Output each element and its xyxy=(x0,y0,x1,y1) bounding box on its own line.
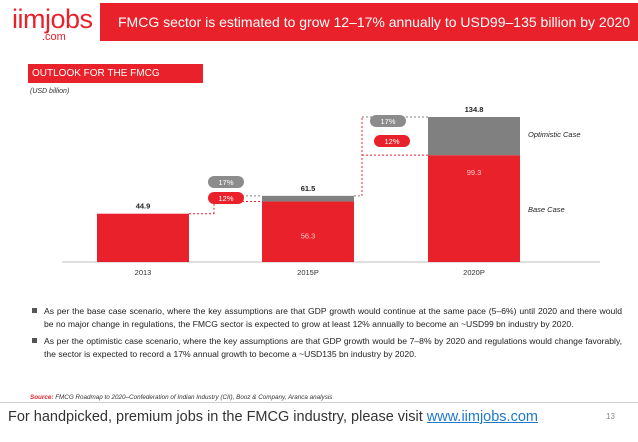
badge-optimistic-2-pill xyxy=(370,115,406,127)
slide-title: FMCG sector is estimated to grow 12–17% … xyxy=(100,3,638,41)
bar-base-2015P xyxy=(262,201,354,262)
bullet-square-icon xyxy=(32,338,37,343)
total-label-2013: 44.9 xyxy=(136,202,151,211)
page-number: 13 xyxy=(606,412,615,421)
bar-optimistic-2015P xyxy=(262,195,354,202)
bullet-list: As per the base case scenario, where the… xyxy=(30,305,622,365)
badge-base-2-pill xyxy=(374,135,410,147)
footer-text: For handpicked, premium jobs in the FMCG… xyxy=(8,409,427,425)
category-label-2013: 2013 xyxy=(135,268,152,277)
source-text: FMCG Roadmap to 2020–Confederation of In… xyxy=(55,394,333,401)
category-label-2015P: 2015P xyxy=(297,268,319,277)
badge-base-1-pill xyxy=(208,192,244,204)
legend-optimistic: Optimistic Case xyxy=(528,130,581,139)
fmcg-outlook-chart: 44.9 2013 61.5 56.3 2015P 134.8 99.3 2020P 17% 12… xyxy=(62,105,600,277)
badge-optimistic-1-pill xyxy=(208,176,244,188)
bullet-text: As per the optimistic case scenario, whe… xyxy=(44,336,622,359)
footer-banner: For handpicked, premium jobs in the FMCG… xyxy=(8,409,538,425)
section-title: OUTLOOK FOR THE FMCG SECTOR xyxy=(28,64,203,98)
source-note: Source: FMCG Roadmap to 2020–Confederati… xyxy=(30,394,332,401)
badge-optimistic-1-label: 17% xyxy=(218,178,233,187)
badge-optimistic-2-label: 17% xyxy=(380,117,395,126)
unit-label: (USD billion) xyxy=(30,88,70,95)
logo-suffix: .com xyxy=(42,31,66,43)
bullet-square-icon xyxy=(32,308,37,313)
footer-link[interactable]: www.iimjobs.com xyxy=(426,409,538,425)
footer-divider xyxy=(0,402,638,403)
bullet-optimistic-case: As per the optimistic case scenario, whe… xyxy=(30,335,622,361)
badge-base-1-label: 12% xyxy=(218,194,233,203)
total-label-2020P: 134.8 xyxy=(465,105,484,114)
base-label-2015P: 56.3 xyxy=(301,231,316,240)
bar-base-2013 xyxy=(97,213,189,262)
logo-wordmark: iimjobs xyxy=(12,4,93,34)
legend-base: Base Case xyxy=(528,205,565,214)
badge-base-2-label: 12% xyxy=(384,137,399,146)
total-label-2015P: 61.5 xyxy=(301,184,316,193)
source-label: Source: xyxy=(30,394,54,401)
bullet-base-case: As per the base case scenario, where the… xyxy=(30,305,622,331)
bullet-text: As per the base case scenario, where the… xyxy=(44,306,622,329)
bar-base-2020P xyxy=(428,155,520,262)
iimjobs-logo[interactable]: iimjobs .com xyxy=(8,4,94,46)
base-label-2020P: 99.3 xyxy=(467,168,482,177)
category-label-2020P: 2020P xyxy=(463,268,485,277)
bar-optimistic-2020P xyxy=(428,117,520,156)
